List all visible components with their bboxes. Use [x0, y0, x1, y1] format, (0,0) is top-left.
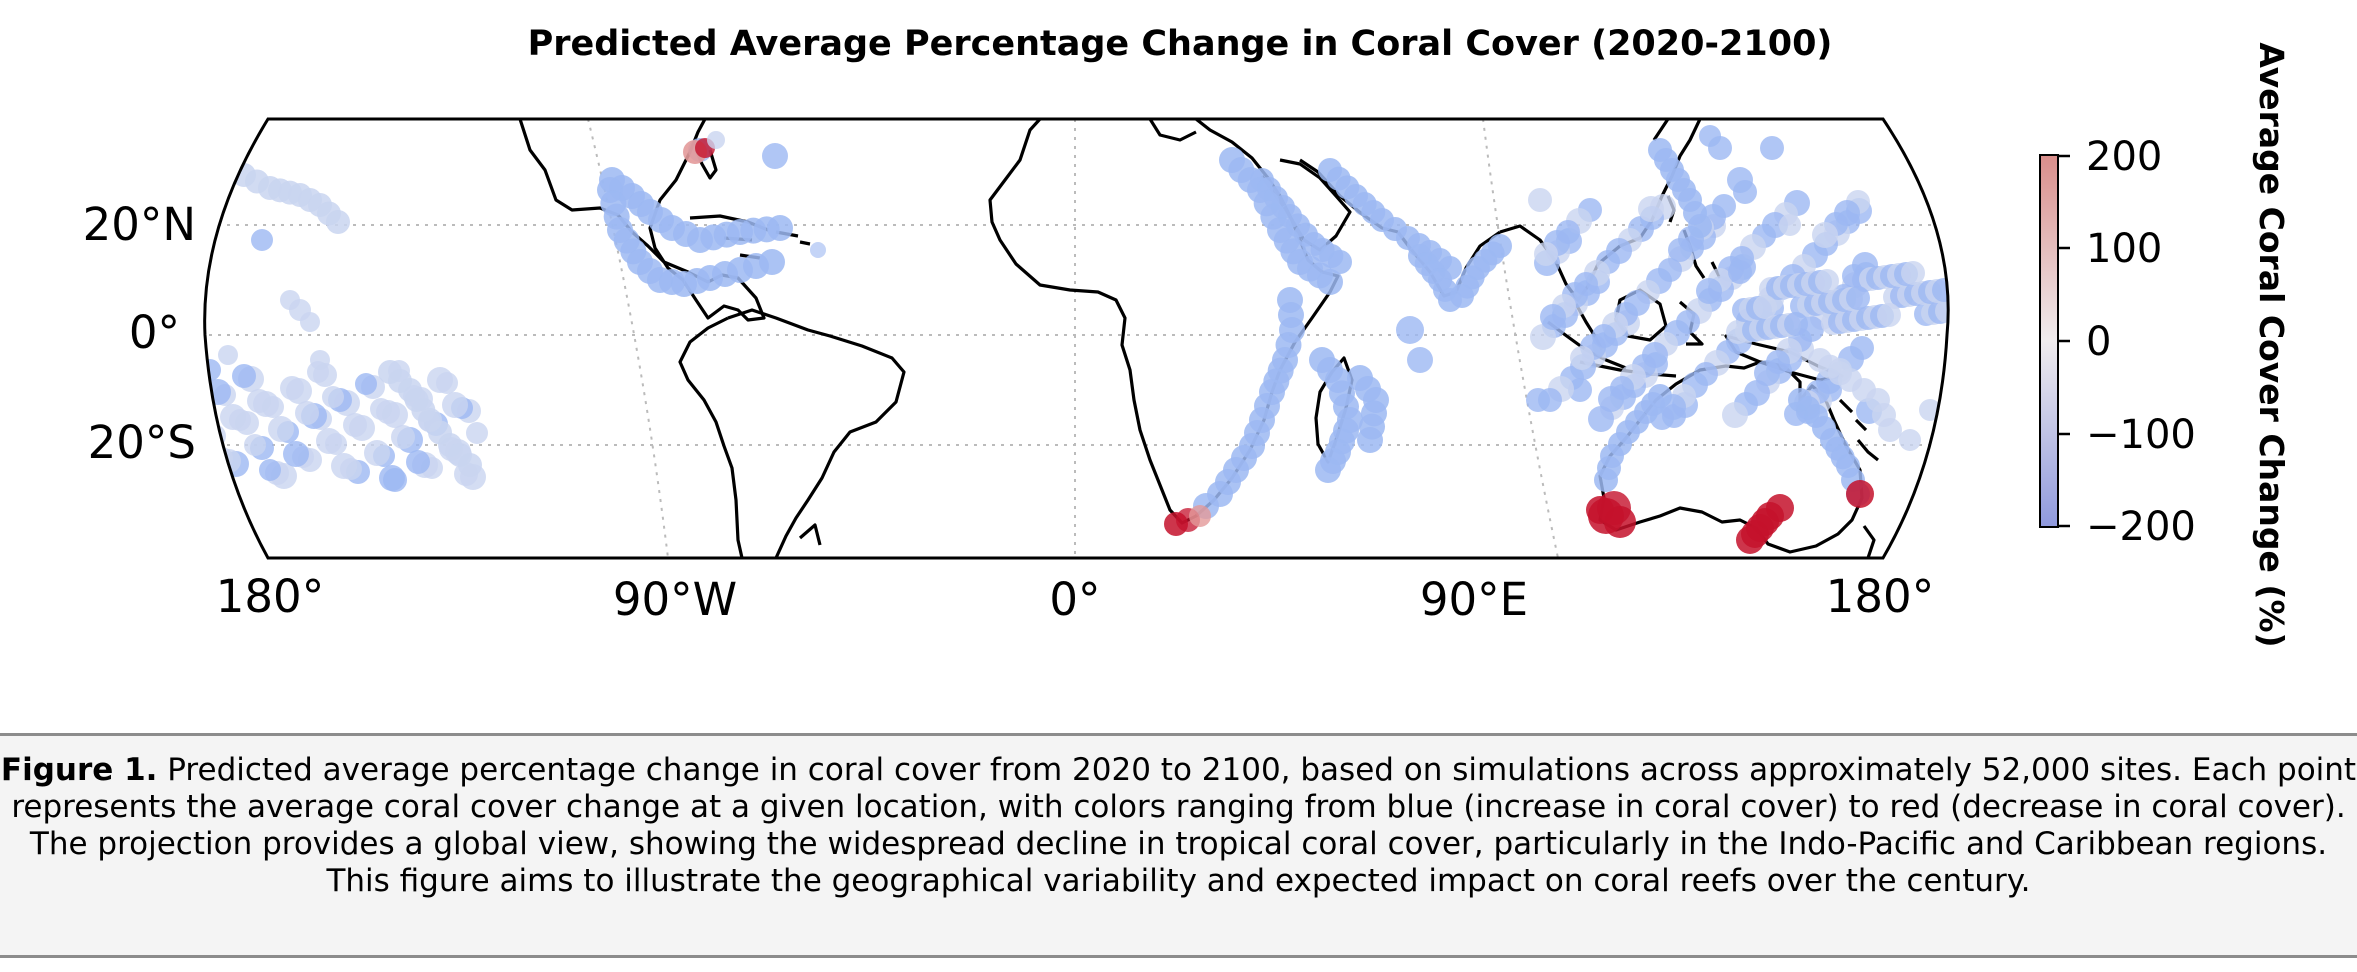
colorbar	[2039, 154, 2059, 528]
colorbar-tick-neg100: −100	[2086, 412, 2196, 458]
colorbar-label: Average Coral Cover Change (%)	[2252, 42, 2291, 647]
colorbar-tick-neg200: −200	[2086, 504, 2196, 550]
site-point	[1733, 180, 1757, 204]
site-point	[1877, 303, 1901, 327]
colorbar-tick-0: 0	[2086, 319, 2111, 365]
site-point	[1540, 304, 1566, 330]
site-point	[268, 416, 294, 442]
site-point	[707, 131, 725, 149]
site-point	[1407, 347, 1433, 373]
site-point	[1766, 494, 1794, 522]
site-point	[1538, 388, 1562, 412]
site-point	[322, 386, 344, 408]
site-point	[1899, 429, 1921, 451]
site-point	[1317, 269, 1343, 295]
site-point	[442, 392, 468, 418]
site-point	[280, 376, 304, 400]
map-frame	[203, 117, 1950, 560]
lon-label-180w: 180°	[216, 570, 324, 623]
site-point	[1488, 234, 1512, 258]
site-point	[466, 422, 488, 444]
site-point	[759, 249, 785, 275]
site-point	[370, 398, 392, 420]
site-point	[1189, 505, 1211, 527]
site-point	[762, 143, 788, 169]
site-point	[259, 459, 281, 481]
lat-label-0: 0°	[129, 306, 180, 359]
site-point	[1753, 295, 1777, 319]
site-point	[232, 364, 256, 388]
site-point	[1638, 196, 1664, 222]
site-point	[1728, 260, 1752, 284]
site-point	[383, 468, 407, 492]
site-point	[204, 359, 221, 381]
site-point	[1357, 427, 1383, 453]
site-point	[1315, 457, 1341, 483]
site-point	[310, 350, 330, 370]
site-point	[1597, 491, 1631, 525]
site-point	[406, 450, 430, 474]
site-point	[391, 425, 415, 449]
site-point	[331, 453, 357, 479]
site-point	[316, 428, 342, 454]
site-point	[220, 404, 246, 430]
site-point	[244, 434, 266, 456]
lon-label-0: 0°	[1049, 573, 1100, 626]
site-point	[1699, 125, 1721, 147]
site-point	[1588, 406, 1614, 432]
site-point	[1932, 278, 1949, 302]
colorbar-ticks	[2058, 154, 2070, 528]
site-point	[1570, 346, 1594, 370]
site-point	[247, 389, 271, 413]
colorbar-tick-200: 200	[2086, 134, 2162, 180]
site-point	[458, 453, 482, 477]
site-point	[1528, 188, 1552, 212]
site-point	[364, 440, 390, 466]
site-point	[1846, 480, 1874, 508]
site-point	[326, 210, 350, 234]
site-point	[810, 242, 826, 258]
map-figure: 20°N 0° 20°S 180° 90°W 0° 90°E 180° 200 …	[83, 42, 2291, 647]
site-point	[767, 215, 793, 241]
figure-caption: Figure 1. Predicted average percentage c…	[0, 733, 2357, 958]
lat-label-20n: 20°N	[83, 198, 196, 251]
site-point	[251, 229, 273, 251]
site-point	[1534, 242, 1558, 266]
site-point	[427, 367, 453, 393]
site-point	[1688, 214, 1712, 238]
site-point	[1784, 312, 1808, 336]
map-title: Predicted Average Percentage Change in C…	[527, 24, 1833, 64]
site-point	[218, 345, 238, 365]
site-point	[295, 401, 319, 425]
lat-label-20s: 20°S	[88, 416, 196, 469]
site-point	[1598, 386, 1624, 412]
site-point	[1901, 261, 1925, 285]
site-point	[1779, 214, 1801, 236]
site-point	[1696, 278, 1722, 304]
site-point	[1754, 360, 1780, 386]
site-point	[1846, 286, 1870, 310]
site-point	[1648, 384, 1672, 408]
coral-sites	[204, 125, 1949, 554]
site-point	[1812, 222, 1838, 248]
site-point	[343, 413, 367, 437]
lon-label-90e: 90°E	[1420, 573, 1528, 626]
site-point	[1668, 238, 1692, 262]
caption-text: Predicted average percentage change in c…	[11, 752, 2357, 899]
site-point	[1722, 402, 1748, 428]
site-point	[355, 373, 377, 395]
colorbar-tick-100: 100	[2086, 226, 2162, 272]
site-point	[300, 312, 320, 332]
lon-label-180e: 180°	[1826, 570, 1934, 623]
lon-label-90w: 90°W	[613, 573, 737, 626]
caption-figure-label: Figure 1.	[0, 752, 158, 788]
site-point	[283, 441, 309, 467]
site-point	[1760, 136, 1784, 160]
site-point	[1530, 324, 1556, 350]
site-point	[1396, 316, 1424, 344]
site-point	[1878, 418, 1902, 442]
site-point	[1815, 269, 1839, 293]
site-point	[1328, 250, 1352, 274]
